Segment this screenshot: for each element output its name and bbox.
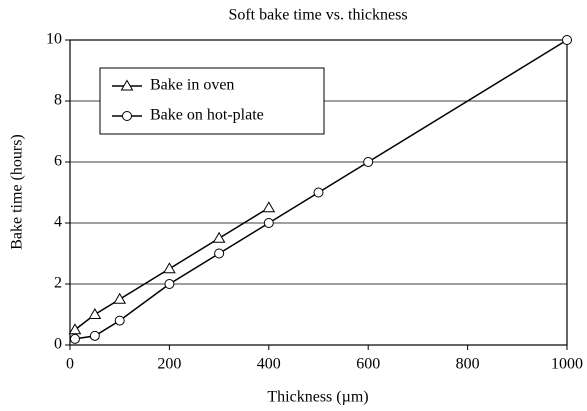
plot-frame: [69, 39, 568, 346]
x-tick-label: 600: [356, 356, 380, 373]
y-tick-label: 2: [54, 275, 62, 292]
marker: [263, 218, 274, 228]
marker: [313, 187, 324, 198]
marker: [68, 323, 82, 335]
marker: [69, 333, 80, 344]
x-tick-label: 200: [157, 356, 181, 373]
x-tick-label: 800: [456, 356, 480, 373]
y-tick-label: 6: [54, 153, 62, 170]
x-axis-label: Thickness (µm): [267, 389, 368, 406]
legend-label: Bake on hot-plate: [150, 107, 264, 124]
marker: [113, 292, 127, 304]
marker: [114, 315, 125, 326]
marker: [363, 157, 374, 167]
x-tick-label: 1000: [551, 356, 583, 373]
marker: [212, 231, 226, 243]
legend-box: [99, 67, 325, 135]
marker: [562, 35, 572, 45]
legend: Bake in oven Bake on hot-plate: [99, 67, 325, 135]
y-tick-label: 10: [46, 31, 62, 48]
legend-marker: [120, 79, 134, 91]
marker: [163, 262, 176, 274]
y-tick-label: 4: [54, 214, 62, 231]
chart-title: Soft bake time vs. thickness: [228, 7, 407, 24]
marker: [88, 308, 102, 319]
marker: [214, 248, 225, 259]
y-tick-label: 0: [54, 336, 62, 353]
y-axis-label: Bake time (hours): [9, 134, 26, 250]
x-tick-label: 0: [66, 356, 74, 373]
x-tick-label: 400: [257, 356, 281, 373]
marker: [89, 330, 100, 341]
marker: [262, 201, 276, 213]
marker: [164, 279, 175, 289]
legend-label: Bake in oven: [150, 77, 234, 94]
legend-marker: [122, 111, 132, 121]
y-tick-label: 8: [54, 92, 62, 109]
